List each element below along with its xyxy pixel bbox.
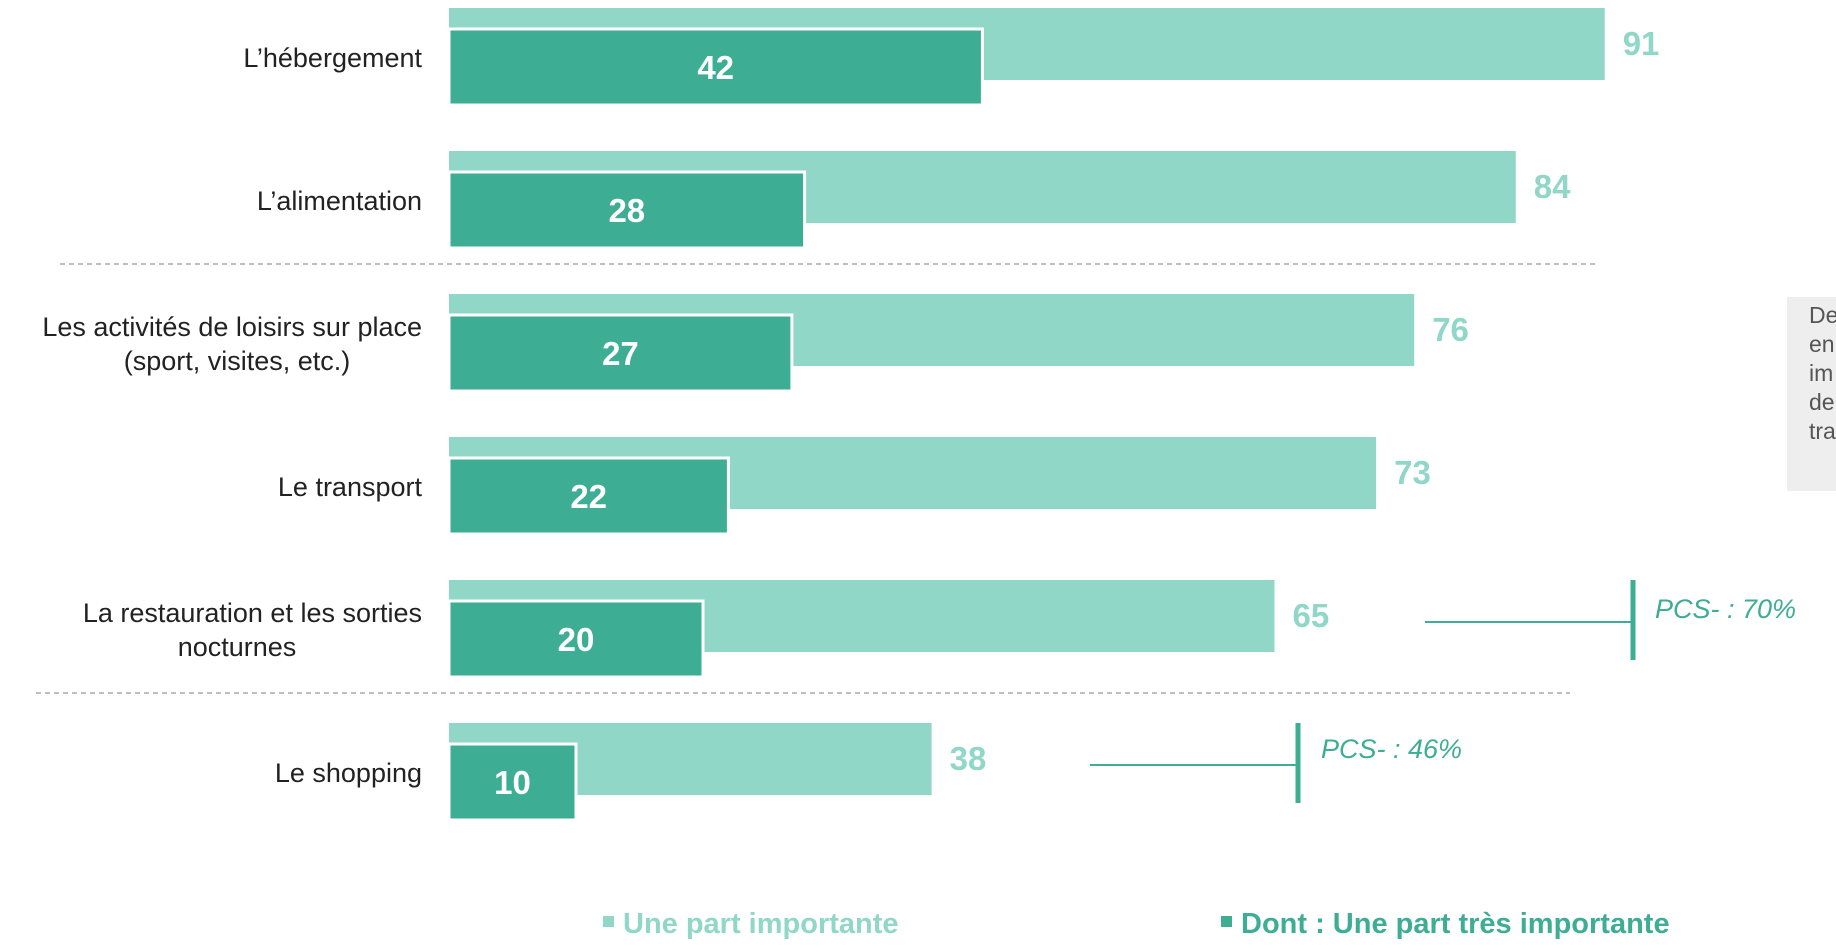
value-labels: 91 42 84 28 76 27 73 22 65 20 38 10 (494, 25, 1659, 801)
annotations: PCS- : 70% PCS- : 46% (1090, 580, 1796, 803)
bar-very-important (447, 456, 730, 536)
bar-very-important (447, 742, 578, 822)
value-label-very-important: 22 (570, 478, 607, 515)
value-label-very-important: 42 (697, 49, 734, 86)
legend-label: Dont : Une part très importante (1241, 908, 1670, 940)
value-label-important: 91 (1623, 25, 1660, 62)
category-label: La restauration et les sorties (83, 598, 422, 628)
side-note-line: tra (1809, 418, 1836, 444)
value-label-important: 38 (950, 740, 987, 777)
category-label: L’hébergement (243, 43, 422, 73)
bar-very-important (447, 313, 794, 393)
series-very-important-bars (447, 27, 984, 822)
side-note-line: de (1809, 389, 1835, 415)
category-label: (sport, visites, etc.) (124, 346, 351, 376)
category-labels: L’hébergement L’alimentation Les activités… (42, 43, 422, 788)
legend-swatch (603, 916, 614, 927)
value-label-very-important: 27 (602, 335, 639, 372)
category-label: nocturnes (178, 632, 297, 662)
legend: Une part importante Dont : Une part très … (603, 908, 1670, 940)
category-label: Le transport (278, 472, 423, 502)
value-label-important: 73 (1394, 454, 1431, 491)
annotation-text: PCS- : 70% (1655, 594, 1796, 624)
category-label: Le shopping (275, 758, 422, 788)
separator-lines (36, 263, 1597, 694)
side-note-line: De (1809, 302, 1836, 328)
bar-very-important (447, 599, 705, 679)
value-label-important: 76 (1432, 311, 1469, 348)
category-label: L’alimentation (257, 186, 422, 216)
value-label-very-important: 10 (494, 764, 531, 801)
bar-very-important (447, 170, 807, 250)
category-label: Les activités de loisirs sur place (42, 312, 422, 342)
side-note-line: en (1809, 331, 1835, 357)
value-label-very-important: 20 (558, 621, 595, 658)
value-label-important: 65 (1293, 597, 1330, 634)
annotation-text: PCS- : 46% (1321, 734, 1462, 764)
legend-label: Une part importante (623, 908, 899, 940)
value-label-important: 84 (1534, 168, 1571, 205)
bar-very-important (447, 27, 984, 107)
legend-swatch (1221, 916, 1232, 927)
value-label-very-important: 28 (608, 192, 645, 229)
side-note-box: De en im de tra (1787, 297, 1836, 491)
side-note-line: im (1809, 360, 1834, 386)
